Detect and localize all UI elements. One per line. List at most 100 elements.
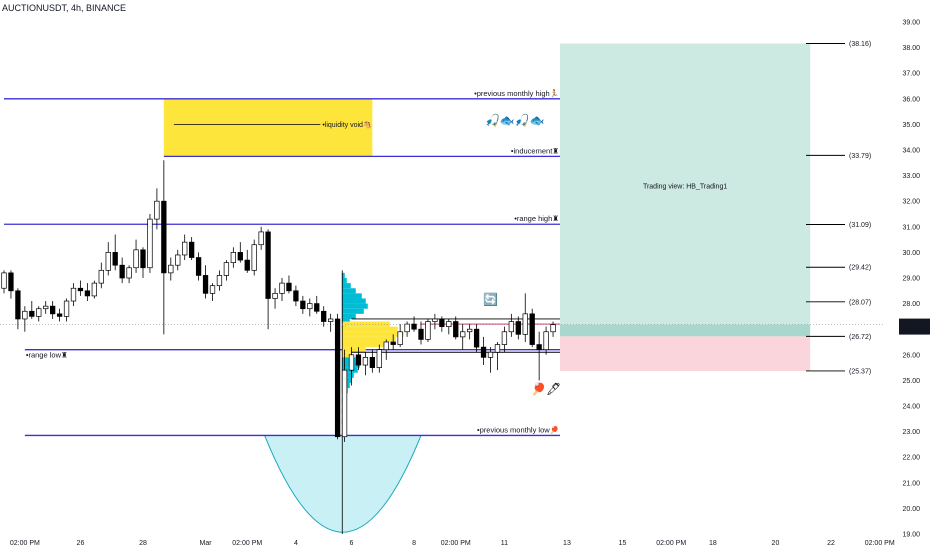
candle-body [286, 282, 292, 292]
candle-body [453, 321, 459, 338]
candle-body [230, 252, 237, 263]
candle-body [383, 341, 389, 351]
candle-body [307, 303, 313, 310]
volume-profile-bar [341, 342, 384, 348]
volume-profile-bar [341, 298, 366, 304]
candle-body [147, 218, 153, 269]
volume-profile-bar [341, 326, 398, 332]
y-tick-label: 26.00 [902, 352, 920, 359]
candle-body [501, 331, 508, 345]
x-tick-label: 11 [501, 540, 508, 547]
candle-body [508, 321, 514, 333]
x-tick-label: 8 [412, 540, 416, 547]
candle-body [70, 287, 77, 302]
candle-body [63, 300, 70, 317]
cycle-icon: 🔄 [483, 293, 498, 307]
volume-profile-bar [341, 313, 356, 319]
candle-body [460, 331, 466, 338]
candle-body [29, 310, 35, 317]
target-label: (28.07) [849, 299, 871, 306]
volume-profile-bar [341, 321, 390, 327]
candle-body [1, 272, 7, 289]
candle-body [43, 305, 49, 310]
target-label: (33.79) [849, 153, 871, 160]
candle-body [189, 241, 195, 258]
entry-band [560, 324, 811, 337]
x-tick-label: 6 [350, 540, 354, 547]
candle-body [251, 244, 257, 271]
pingpong-icon: 🏓🖋 [531, 381, 561, 396]
range-low-label: •range low♜ [26, 351, 68, 360]
x-tick-label: 22 [827, 540, 835, 547]
candle-body [8, 272, 14, 292]
y-tick-label: 34.00 [902, 148, 920, 155]
candle-body [258, 231, 264, 246]
candle-body [314, 303, 320, 312]
candle-body [522, 313, 528, 335]
candle-body [439, 318, 445, 327]
candle-body [168, 264, 174, 274]
candle-body [182, 241, 188, 256]
inducement-label: •inducement♜ [511, 146, 559, 155]
candle-body [84, 290, 91, 297]
x-tick-label: 02:00 PM [232, 540, 262, 547]
y-tick-label: 31.00 [902, 224, 920, 231]
volume-profile-bar [341, 288, 356, 294]
candle-body [49, 305, 56, 315]
candle-body [550, 324, 556, 333]
candle-body [432, 318, 438, 322]
y-tick-label: 32.00 [902, 199, 920, 206]
liquidity-void-zone [163, 98, 373, 157]
y-tick-label: 21.00 [902, 480, 920, 487]
candle-body [487, 351, 494, 358]
volume-profile-bar [341, 372, 354, 378]
fishing-icon: 🎣🐟🎣🐟 [485, 112, 545, 127]
x-tick-label: 28 [139, 540, 147, 547]
candle-body [244, 259, 250, 271]
volume-profile-bar [341, 331, 404, 337]
target-label: (38.16) [849, 41, 871, 48]
volume-profile-bar [341, 336, 396, 342]
candle-body [36, 308, 42, 317]
y-tick-label: 24.00 [902, 404, 920, 411]
target-label: (26.72) [849, 334, 871, 341]
candle-body [195, 257, 202, 276]
candle-body [425, 321, 431, 340]
y-tick-label: 22.00 [902, 455, 920, 462]
y-tick-label: 35.00 [902, 122, 920, 129]
volume-profile-bar [341, 278, 347, 284]
parabola-curve [263, 434, 422, 533]
candle-body [293, 290, 299, 302]
candle-body [22, 310, 28, 320]
range-high-label: •range high♜ [514, 214, 559, 223]
candle-body [341, 369, 348, 438]
candle-body [98, 269, 104, 284]
candle-body [300, 300, 306, 310]
volume-profile-bar [341, 283, 351, 289]
x-tick-label: 02:00 PM [10, 540, 40, 547]
y-tick-label: 30.00 [902, 250, 920, 257]
candle-body [223, 262, 230, 276]
x-tick-label: 18 [709, 540, 717, 547]
volume-profile-bar [341, 272, 345, 278]
candle-body [202, 275, 209, 294]
liquidity-void-label: •liquidity void🐴 [322, 120, 372, 129]
volume-profile-bar [341, 352, 352, 358]
target-label: (29.42) [849, 265, 871, 272]
y-tick-label: 36.00 [902, 96, 920, 103]
volume-profile-bar [341, 347, 366, 353]
loss-zone [560, 336, 811, 371]
y-tick-label: 33.00 [902, 173, 920, 180]
candle-body [411, 323, 417, 330]
candle-body [112, 252, 118, 266]
candle-body [272, 293, 278, 299]
candle-body [515, 321, 521, 335]
candle-body [140, 249, 146, 269]
volume-profile-bar [341, 293, 362, 299]
x-tick-label: 26 [77, 540, 85, 547]
volume-profile-bar [341, 308, 364, 314]
previous-monthly-high-label: •previous monthly high🏃 [474, 89, 559, 98]
candle-body [15, 290, 21, 320]
volume-profile-bar [341, 303, 368, 309]
